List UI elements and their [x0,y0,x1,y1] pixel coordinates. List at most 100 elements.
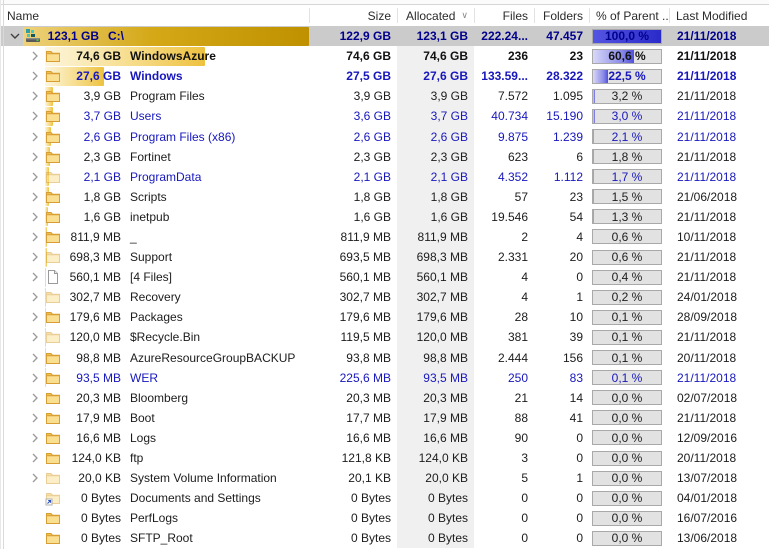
folder-name-label[interactable]: Documents and Settings [130,491,261,506]
column-header-size[interactable]: Size [309,8,397,23]
chevron-right-icon[interactable] [27,48,43,64]
folder-name-label[interactable]: Scripts [130,189,167,204]
folder-name-label[interactable]: Program Files (x86) [130,129,236,144]
allocated-cell: 98,8 MB [397,347,474,368]
column-header-files[interactable]: Files [474,8,534,23]
folder-name-label[interactable]: Boot [130,410,155,425]
folder-name-label[interactable]: WindowsAzure [130,49,216,64]
files-cell: 40.734 [474,106,534,126]
folder-name-label[interactable]: Fortinet [130,149,171,164]
chevron-right-icon[interactable] [27,410,43,426]
folder-name-label[interactable]: AzureResourceGroupBACKUP [130,350,296,365]
last-modified-cell: 21/11/2018 [669,368,769,388]
table-row-sftp-root[interactable]: 0 Bytes SFTP_Root 0 Bytes 0 Bytes 0 0 0,0 % 13/… [1,528,769,549]
column-header-last-modified[interactable]: Last Modified [669,8,769,23]
size-cell-value: 811,9 MB [340,229,391,244]
table-row-scripts[interactable]: 1,8 GB Scripts 1,8 GB 1,8 GB 57 23 1,5 % 21/06/… [1,186,769,207]
folder-name-label[interactable]: ProgramData [130,169,202,184]
folder-name-label[interactable]: PerfLogs [130,511,179,526]
folder-name-label[interactable]: ftp [130,451,144,466]
table-row-perflogs[interactable]: 0 Bytes PerfLogs 0 Bytes 0 Bytes 0 0 0,0 % 16/0… [1,508,769,529]
files-cell: 5 [474,468,534,488]
chevron-right-icon[interactable] [27,370,43,386]
folder-name-label[interactable]: SFTP_Root [130,531,193,546]
name-cell: 124,0 KB ftp [1,448,309,468]
folder-name-label[interactable]: C:\ [108,29,124,44]
folders-cell-value: 4 [576,229,583,244]
chevron-right-icon[interactable] [27,209,43,225]
chevron-right-icon[interactable] [27,450,43,466]
folder-name-label[interactable]: _ [130,229,137,244]
folders-cell-value: 0 [576,531,583,546]
chevron-right-icon[interactable] [27,229,43,245]
column-header-allocated[interactable]: Allocated ∨ [397,8,474,23]
table-row-recovery[interactable]: 302,7 MB Recovery 302,7 MB 302,7 MB 4 1 0,2 % 2… [1,287,769,308]
chevron-right-icon[interactable] [27,289,43,305]
folder-name-label[interactable]: Recovery [130,290,181,305]
chevron-right-icon[interactable] [27,129,43,145]
folders-cell-value: 15.190 [546,109,583,124]
chevron-down-icon[interactable] [7,28,23,44]
files-cell: 28 [474,307,534,327]
chevron-right-icon[interactable] [27,309,43,325]
table-row-program-files[interactable]: 3,9 GB Program Files 3,9 GB 3,9 GB 7.572 1.09… [1,86,769,107]
folder-name-label[interactable]: Packages [130,310,183,325]
chevron-right-icon[interactable] [27,169,43,185]
chevron-right-icon[interactable] [27,88,43,104]
percent-bar-fill [593,210,594,224]
tree-size-label: 2,3 GB [83,149,121,164]
table-row-fortinet[interactable]: 2,3 GB Fortinet 2,3 GB 2,3 GB 623 6 1,8 % 21/11… [1,146,769,167]
folder-name-label[interactable]: inetpub [130,209,170,224]
table-row-program-files-x86[interactable]: 2,6 GB Program Files (x86) 2,6 GB 2,6 GB 9.8… [1,126,769,147]
column-header-percent-of-parent[interactable]: % of Parent ... [589,8,669,23]
folder-name-label[interactable]: Bloomberg [130,390,189,405]
table-row-windowsazure[interactable]: 74,6 GB WindowsAzure 74,6 GB 74,6 GB 236 23 60… [1,46,769,67]
chevron-right-icon[interactable] [27,390,43,406]
folder-name-label[interactable]: System Volume Information [130,471,277,486]
folder-name-label[interactable]: Users [130,109,162,124]
chevron-right-icon[interactable] [27,68,43,84]
folder-name-label[interactable]: Logs [130,430,157,445]
column-header-folders[interactable]: Folders [534,8,589,23]
table-row-packages[interactable]: 179,6 MB Packages 179,6 MB 179,6 MB 28 10 0,1 … [1,307,769,328]
table-row-4-files[interactable]: 560,1 MB [4 Files] 560,1 MB 560,1 MB 4 0 0,4 %… [1,267,769,288]
chevron-right-icon[interactable] [27,249,43,265]
table-row-windows[interactable]: 27,6 GB Windows 27,5 GB 27,6 GB 133.59... 28.… [1,66,769,87]
folders-cell-value: 0 [576,491,583,506]
last-modified-cell: 21/06/2018 [669,187,769,207]
chevron-right-icon[interactable] [27,269,43,285]
table-row-logs[interactable]: 16,6 MB Logs 16,6 MB 16,6 MB 90 0 0,0 % 12/09/2… [1,427,769,448]
column-header-name[interactable]: Name [1,8,309,23]
table-row-system-volume-information[interactable]: 20,0 KB System Volume Information 20,1 KB 2… [1,468,769,489]
table-row-ftp[interactable]: 124,0 KB ftp 121,8 KB 124,0 KB 3 0 0,0 % 20/11/… [1,447,769,469]
folder-name-label[interactable]: Windows [130,69,183,84]
folders-cell: 156 [534,348,589,368]
chevron-right-icon[interactable] [27,430,43,446]
chevron-right-icon[interactable] [27,329,43,345]
table-row-[interactable]: 811,9 MB _ 811,9 MB 811,9 MB 2 4 0,6 % 10/11/20… [1,226,769,248]
folders-cell: 1.095 [534,86,589,106]
column-header-percent-label: % of Parent ... [596,8,669,23]
folder-name-label[interactable]: WER [130,370,158,385]
folder-name-label[interactable]: Program Files [130,89,205,104]
table-row-boot[interactable]: 17,9 MB Boot 17,7 MB 17,9 MB 88 41 0,0 % 21/11/… [1,407,769,428]
folder-name-label[interactable]: [4 Files] [130,270,173,285]
table-row-inetpub[interactable]: 1,6 GB inetpub 1,6 GB 1,6 GB 19.546 54 1,3 % 21… [1,206,769,227]
table-row-wer[interactable]: 93,5 MB WER 225,6 MB 93,5 MB 250 83 0,1 % 21/11… [1,367,769,388]
table-row-support[interactable]: 698,3 MB Support 693,5 MB 698,3 MB 2.331 20 0,… [1,247,769,268]
table-row-users[interactable]: 3,7 GB Users 3,6 GB 3,7 GB 40.734 15.190 3,0 %… [1,106,769,127]
folder-name-label[interactable]: $Recycle.Bin [130,330,201,345]
chevron-right-icon[interactable] [27,350,43,366]
table-row-c-drive[interactable]: 123,1 GB C:\ 122,9 GB 123,1 GB 222.24... 47.4… [1,26,769,47]
table-row-bloomberg[interactable]: 20,3 MB Bloomberg 20,3 MB 20,3 MB 21 14 0,0 % 0… [1,387,769,408]
chevron-right-icon[interactable] [27,189,43,205]
table-row-programdata[interactable]: 2,1 GB ProgramData 2,1 GB 2,1 GB 4.352 1.112 1… [1,166,769,187]
table-row-recycle-bin[interactable]: 120,0 MB $Recycle.Bin 119,5 MB 120,0 MB 381 3… [1,327,769,348]
folder-name-label[interactable]: Support [130,250,173,265]
chevron-right-icon[interactable] [27,108,43,124]
size-cell-value: 560,1 MB [339,270,391,285]
table-row-documents-and-settings[interactable]: 0 Bytes Documents and Settings 0 Bytes 0 By… [1,488,769,509]
table-row-azureresourcegroupbackup[interactable]: 98,8 MB AzureResourceGroupBACKUP 93,8 MB 98… [1,347,769,368]
chevron-right-icon[interactable] [27,470,43,486]
chevron-right-icon[interactable] [27,149,43,165]
